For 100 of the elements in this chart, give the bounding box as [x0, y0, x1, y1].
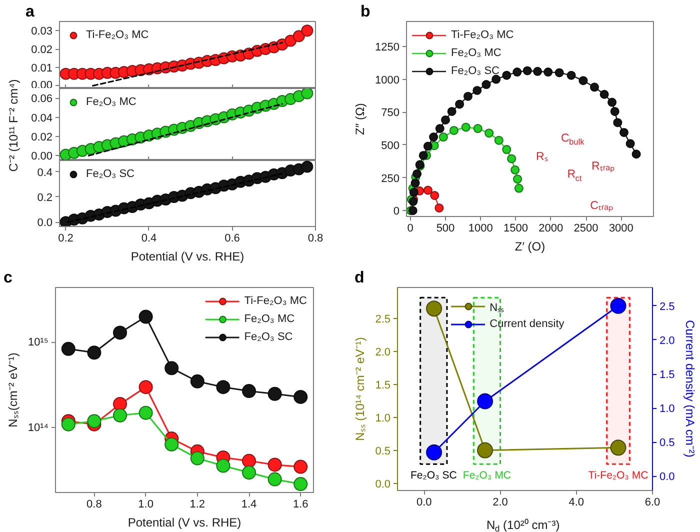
point: [268, 386, 282, 401]
point: [477, 442, 494, 458]
point: [216, 380, 230, 394]
point: [113, 408, 127, 422]
point: [61, 342, 76, 356]
point: [566, 70, 576, 80]
x-tick-label: 0.8: [308, 232, 324, 244]
band-label: Fe₂O₃ SC: [410, 469, 458, 482]
point: [294, 460, 308, 474]
point: [242, 384, 256, 398]
x-tick-label: 0.0: [416, 496, 432, 508]
point: [242, 466, 256, 480]
point: [544, 68, 553, 77]
legend-label: Nₛₛ: [490, 300, 505, 314]
point: [418, 150, 428, 160]
y-tick-label: 2.0: [375, 346, 391, 358]
y2-tick-label: 1.5: [660, 369, 675, 382]
point: [461, 122, 470, 132]
chart-title: c: [4, 270, 12, 286]
y-axis-title: Nₛₛ (10¹⁴ cm⁻² eV⁻¹): [353, 337, 368, 441]
legend-label: Ti-Fe₂O₃ MC: [244, 294, 307, 309]
point: [608, 98, 617, 107]
annotation: Rₛ: [536, 151, 548, 164]
point: [441, 115, 450, 124]
y-axis-title: Nₛₛ(cm⁻² eV⁻¹): [6, 352, 20, 428]
y2-tick-label: 0.5: [660, 437, 675, 450]
point: [138, 310, 153, 324]
point: [463, 92, 472, 101]
point: [409, 188, 418, 197]
point: [190, 451, 204, 466]
point: [301, 160, 314, 173]
y2-tick-label: 2.0: [660, 334, 675, 347]
y-axis-title: C⁻² (10¹¹ F⁻² cm⁴): [6, 79, 20, 172]
point: [429, 132, 438, 142]
y-tick-label: 0.4: [37, 166, 53, 179]
y-tick-label: 750: [381, 107, 400, 120]
point: [426, 444, 442, 460]
point: [477, 393, 494, 410]
y-tick-label: 250: [381, 172, 400, 185]
legend-label: Current density: [490, 317, 564, 332]
point: [590, 82, 599, 92]
x-tick-label: 1500: [504, 222, 528, 234]
point: [513, 174, 522, 184]
chart-title: b: [360, 4, 370, 20]
band-label: Ti-Fe₂O₃ MC: [588, 469, 649, 482]
legend-label: Fe₂O₃ SC: [451, 64, 500, 79]
x-tick-label: 4.0: [568, 496, 584, 508]
y-tick-label: 0.06: [31, 93, 53, 106]
x-tick-label: 0.4: [141, 232, 157, 244]
point: [301, 24, 314, 37]
point: [423, 186, 432, 195]
x-tick-label: 2500: [574, 222, 598, 234]
x-tick-label: 0: [407, 222, 414, 234]
point: [113, 326, 127, 340]
point: [502, 70, 512, 80]
point: [533, 66, 542, 76]
y-tick-label: 0.0: [375, 478, 391, 490]
y-tick-label: 0.04: [31, 112, 53, 124]
y2-tick-label: 0.0: [660, 471, 675, 484]
point: [190, 374, 204, 388]
legend-label: Fe₂O₃ MC: [244, 312, 295, 327]
point: [610, 298, 626, 314]
legend-label: Fe₂O₃ SC: [86, 167, 134, 182]
x-axis-title: Z′ (O): [514, 240, 546, 254]
y-tick-label: 1.0: [375, 412, 391, 424]
y-tick-label: 0.2: [37, 192, 53, 204]
y-tick-label: 0.01: [31, 62, 53, 74]
point: [164, 361, 179, 376]
x-tick-label: 500: [436, 222, 455, 234]
point: [578, 76, 588, 86]
point: [434, 203, 444, 212]
chart-title: d: [354, 270, 364, 286]
point: [164, 437, 179, 452]
x-tick-label: 0.6: [224, 232, 240, 244]
y-tick-label: 0.00: [31, 150, 53, 163]
legend-label: Fe₂O₃ MC: [451, 46, 502, 61]
x-tick-label: 0.2: [58, 232, 74, 244]
point: [502, 145, 512, 154]
point: [430, 191, 440, 200]
band-label: Fe₂O₃ MC: [462, 469, 512, 482]
x-tick-label: 2000: [538, 222, 564, 234]
point: [294, 477, 308, 491]
point: [600, 90, 609, 99]
y-tick-label: 1250: [375, 41, 400, 54]
point: [473, 124, 482, 134]
point: [494, 136, 504, 145]
point: [284, 34, 297, 47]
point: [426, 300, 442, 317]
annotation: Cₜᵣₐₚ: [590, 200, 614, 212]
point: [514, 184, 524, 193]
point: [435, 124, 444, 134]
point: [423, 142, 432, 151]
point: [113, 397, 127, 412]
point: [138, 406, 153, 420]
point: [294, 390, 308, 404]
point: [610, 440, 626, 456]
y-tick-label: 0: [393, 206, 400, 218]
x-axis-title: Potential (V vs. RHE): [128, 516, 242, 530]
point: [626, 139, 635, 148]
x-tick-label: 1000: [468, 222, 493, 234]
